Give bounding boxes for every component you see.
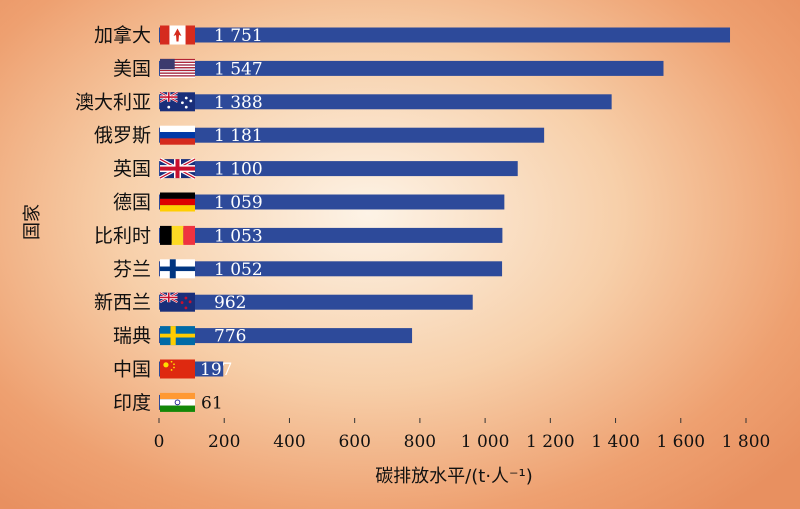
category-label: 印度: [113, 392, 151, 414]
bar: [159, 27, 731, 43]
bar: [159, 94, 612, 110]
data-label: 61: [201, 393, 223, 413]
uk-flag-icon: [159, 157, 196, 180]
canada-flag-icon: [160, 25, 195, 45]
data-label: 1 547: [214, 59, 263, 79]
china-flag-icon: [160, 359, 195, 379]
category-label: 英国: [113, 158, 151, 180]
x-tick-label: 1 600: [656, 432, 705, 452]
category-label: 中国: [113, 359, 151, 381]
data-label: 1 388: [214, 93, 263, 113]
data-label: 1 059: [214, 193, 263, 213]
australia-flag-icon: [159, 91, 195, 112]
x-tick-label: 1 200: [526, 432, 575, 452]
labels-layer: 加拿大 1 751 美国 1 547 澳大利亚 1 388 俄罗斯 1 181 英国 1 100 德…: [75, 24, 263, 414]
new-zealand-flag-icon: [159, 291, 195, 312]
bar: [159, 194, 505, 210]
category-label: 芬兰: [113, 258, 151, 280]
category-label: 比利时: [94, 225, 151, 247]
category-label: 俄罗斯: [94, 125, 151, 147]
bar: [159, 60, 664, 76]
x-tick-label: 800: [404, 432, 436, 452]
x-tick-label: 1 800: [722, 432, 771, 452]
sweden-flag-icon: [160, 326, 195, 346]
category-label: 美国: [113, 58, 151, 80]
data-label: 1 053: [214, 226, 263, 246]
x-tick-label: 200: [208, 432, 240, 452]
usa-flag-icon: [160, 58, 195, 78]
category-label: 加拿大: [94, 24, 151, 47]
russia-flag-icon: [160, 125, 195, 145]
finland-flag-icon: [160, 259, 195, 279]
bar: [159, 161, 518, 177]
data-label: 197: [200, 360, 232, 380]
bars-layer: [159, 27, 731, 410]
x-tick-label: 0: [154, 432, 165, 452]
data-label: 1 181: [214, 126, 263, 146]
data-label: 1 052: [214, 260, 263, 280]
india-flag-icon: [160, 392, 195, 412]
data-label: 776: [214, 327, 246, 347]
data-label: 1 751: [214, 26, 263, 46]
category-label: 瑞典: [113, 325, 151, 347]
x-tick-label: 600: [338, 432, 370, 452]
x-tick-label: 400: [273, 432, 305, 452]
flags-layer: [159, 25, 196, 412]
x-axis: 0 200 400 600 800 1 000 1 200 1 400 1 600 1 800: [154, 418, 771, 452]
data-label: 1 100: [214, 160, 263, 180]
bar: [159, 127, 545, 143]
y-axis-label: 国家: [22, 204, 43, 240]
bar: [159, 328, 413, 344]
data-label: 962: [214, 293, 246, 313]
category-label: 新西兰: [94, 292, 151, 314]
bar: [159, 294, 473, 310]
germany-flag-icon: [160, 192, 195, 212]
category-label: 澳大利亚: [75, 91, 151, 113]
category-label: 德国: [113, 192, 151, 214]
bar: [159, 261, 503, 277]
x-tick-label: 1 400: [591, 432, 640, 452]
x-axis-label: 碳排放水平/(t·人⁻¹): [375, 466, 533, 487]
bar: [159, 227, 503, 243]
x-tick-label: 1 000: [461, 432, 510, 452]
belgium-flag-icon: [160, 225, 195, 245]
